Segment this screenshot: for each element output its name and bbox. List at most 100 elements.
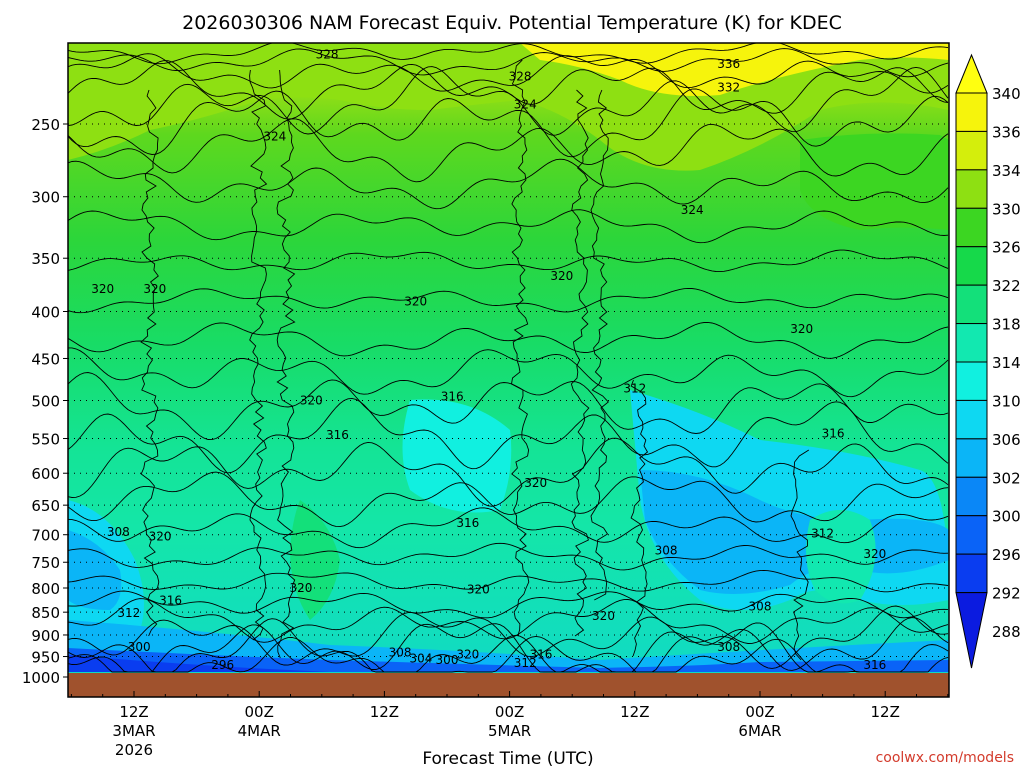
colorbar-tick-label: 330	[992, 200, 1021, 218]
contour-line	[68, 347, 949, 398]
colorbar-tick-label: 318	[992, 316, 1021, 334]
colorbar-tick-label: 334	[992, 162, 1021, 180]
colorbar-box	[955, 515, 988, 555]
colorbar-tick-label: 326	[992, 239, 1021, 257]
contour-label: 324	[681, 203, 704, 217]
contour-label: 328	[316, 47, 339, 61]
contour-line	[68, 471, 949, 528]
contour-label: 328	[509, 70, 532, 84]
contour-line	[68, 590, 949, 619]
contour-line	[68, 158, 949, 210]
field-region	[520, 43, 949, 96]
contour-label: 316	[863, 658, 886, 672]
contour-label: 320	[524, 476, 547, 490]
contour-label: 320	[289, 581, 312, 595]
contour-line	[68, 569, 949, 593]
contour-label: 320	[300, 394, 323, 408]
contour-label: 320	[550, 269, 573, 283]
field-region	[800, 133, 949, 230]
colorbar-box	[955, 207, 988, 248]
contour-line	[68, 397, 949, 474]
x-tick-label: 12Z	[871, 703, 900, 721]
contour-label: 308	[717, 640, 740, 654]
y-tick-label: 400	[31, 303, 60, 321]
contour-line	[68, 321, 949, 359]
colorbar: 340 336 334 330 326 322 318 314 310 306 302 300 296 2…	[955, 53, 1021, 669]
colorbar-box	[955, 130, 988, 171]
y-tick-label: 250	[31, 116, 60, 134]
colorbar-box	[955, 246, 988, 286]
contour-label: 316	[159, 593, 182, 607]
contour-line	[276, 69, 296, 659]
y-tick-label: 700	[31, 527, 60, 545]
x-tick-label: 00Z	[495, 703, 524, 721]
contour-label: 316	[326, 428, 349, 442]
contour-line	[570, 89, 590, 637]
contour-line	[140, 89, 160, 637]
contour-label: 300	[436, 653, 459, 667]
contour-label: 316	[529, 647, 552, 661]
contour-line	[68, 605, 949, 669]
contour-label: 312	[117, 606, 140, 620]
contour-line	[68, 287, 949, 314]
y-tick-label: 850	[31, 604, 60, 622]
y-tick-label: 650	[31, 497, 60, 515]
contour-label: 320	[456, 647, 479, 661]
colorbar-tick-label: 340	[992, 85, 1021, 103]
contour-line	[590, 89, 609, 601]
colorbar-box	[955, 284, 988, 325]
colorbar-tick-label: 288	[992, 623, 1021, 641]
contour-line	[68, 209, 949, 244]
contour-label: 320	[149, 529, 172, 543]
contour-label: 300	[128, 640, 151, 654]
x-tick-label: 3MAR	[112, 722, 155, 740]
contour-line	[68, 617, 949, 673]
contour-line	[68, 437, 949, 507]
contour-label: 308	[389, 645, 412, 659]
chart-title: 2026030306 NAM Forecast Equiv. Potential…	[182, 12, 842, 34]
contour-line	[68, 618, 949, 673]
contour-line	[68, 542, 949, 571]
colorbar-box	[955, 361, 988, 401]
colorbar-tick-label: 310	[992, 392, 1021, 410]
colorbar-tick-label: 322	[992, 277, 1021, 295]
plot-frame	[67, 42, 950, 698]
field-features	[68, 43, 949, 672]
contour-label: 316	[456, 516, 479, 530]
contour-label: 308	[655, 543, 678, 557]
colorbar-box	[955, 476, 988, 517]
x-tick-label: 4MAR	[238, 722, 281, 740]
contour-label: 320	[91, 282, 114, 296]
field-region	[402, 399, 512, 513]
y-tick-label: 1000	[22, 669, 60, 687]
x-tick-label: 00Z	[245, 703, 274, 721]
colorbar-box	[955, 323, 988, 363]
contour-line	[68, 118, 949, 183]
contour-label: 308	[107, 525, 130, 539]
field-region	[68, 530, 122, 610]
contour-label: 320	[143, 282, 166, 296]
x-tick-label: 12Z	[370, 703, 399, 721]
contour-label: 336	[717, 57, 740, 71]
field-region	[68, 655, 330, 672]
contour-line	[249, 69, 268, 641]
colorbar-box	[955, 92, 988, 132]
contour-line	[68, 372, 949, 441]
contour-line	[68, 635, 949, 673]
contour-label: 320	[467, 582, 490, 596]
y-tick-label: 800	[31, 580, 60, 598]
x-tick-label: 12Z	[620, 703, 649, 721]
y-tick-label: 900	[31, 627, 60, 645]
contour-label: 320	[404, 294, 427, 308]
colorbar-tick-label: 292	[992, 585, 1021, 603]
colorbar-lower-arrow	[955, 592, 988, 669]
contour-line	[68, 249, 949, 273]
y-tick-label: 950	[31, 649, 60, 667]
contour-label: 320	[863, 547, 886, 561]
colorbar-tick-label: 336	[992, 123, 1021, 141]
x-tick-label: 6MAR	[738, 722, 781, 740]
x-tick-label: 12Z	[119, 703, 148, 721]
contour-lines	[68, 43, 949, 673]
